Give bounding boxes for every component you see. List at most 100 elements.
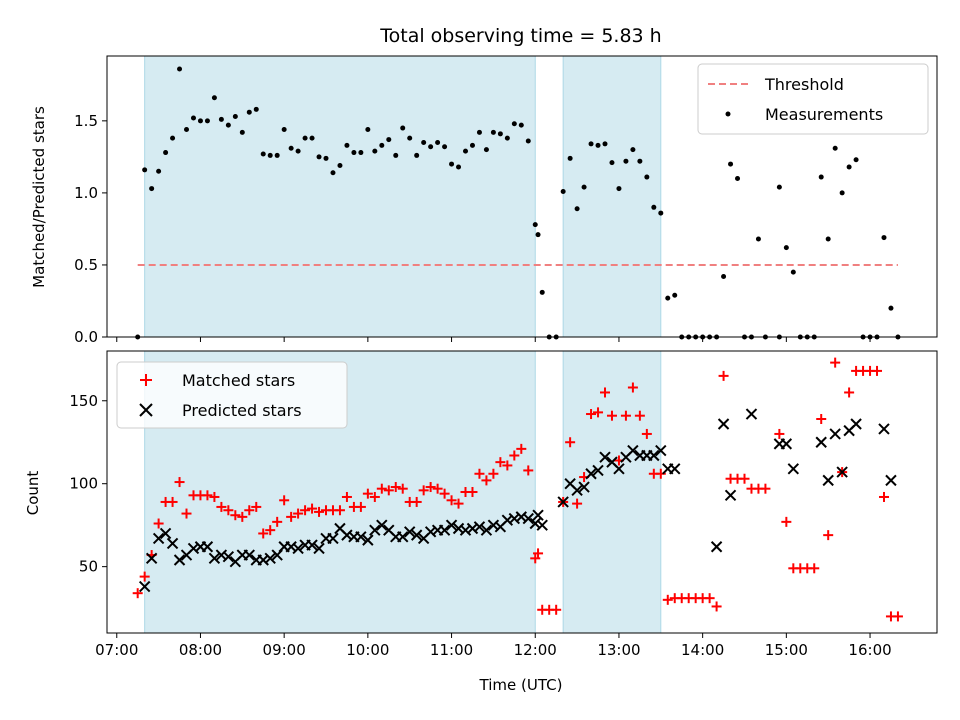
matched-star-point — [432, 483, 443, 494]
matched-star-point — [153, 518, 164, 529]
matched-star-point — [397, 483, 408, 494]
predicted-star-point — [648, 449, 660, 462]
matched-star-point — [488, 468, 499, 479]
measurement-point — [483, 147, 489, 153]
measurement-point — [197, 118, 203, 124]
x-ticks — [116, 337, 871, 342]
predicted-star-point — [159, 527, 172, 540]
measurement-point — [142, 167, 148, 173]
legend-box — [116, 361, 348, 429]
matched-star-point — [551, 604, 562, 615]
measurement-point — [225, 122, 231, 128]
matched-star-point — [816, 414, 827, 425]
legend-matched-swatch — [140, 374, 152, 386]
matched-star-point — [272, 516, 283, 527]
measurement-point — [190, 115, 196, 121]
predicted-star-point — [208, 552, 221, 565]
predicted-star-point — [815, 436, 827, 448]
matched-star-point — [446, 495, 457, 506]
measurement-point — [539, 289, 545, 295]
predicted-star-point — [592, 464, 604, 477]
measurement-point — [672, 292, 678, 298]
matched-star-point — [411, 496, 422, 507]
measurement-point — [407, 135, 413, 141]
measurement-point — [295, 148, 301, 154]
x-tick-label: 10:00 — [346, 641, 389, 659]
matched-star-point — [369, 491, 380, 502]
measurement-point — [218, 116, 224, 122]
matched-star-point — [600, 387, 610, 398]
predicted-star-point — [885, 474, 897, 487]
predicted-star-point — [829, 428, 841, 440]
matched-star-point — [425, 482, 436, 493]
measurement-point — [344, 142, 350, 148]
measurement-point — [302, 135, 308, 141]
matched-star-point — [830, 357, 841, 368]
predicted-star-point — [522, 512, 534, 525]
predicted-star-point — [724, 489, 737, 502]
matched-star-point — [509, 450, 520, 461]
matched-star-point — [314, 506, 325, 517]
matched-star-point — [572, 498, 583, 509]
top-panel: Total observing time = 5.83 h 0.0 0.5 1.0 1… — [30, 25, 938, 346]
measurement-point — [379, 142, 385, 148]
measurement-point — [783, 245, 789, 251]
measurement-point — [232, 114, 238, 120]
bottom-panel: 50 100 150 07:00 08:00 09:00 10:00 11:00 12:00 1… — [24, 350, 938, 694]
matched-star-point — [216, 501, 227, 512]
predicted-star-point — [878, 423, 890, 435]
predicted-star-point — [362, 534, 374, 546]
matched-star-point — [809, 563, 820, 574]
matched-star-point — [439, 488, 450, 499]
measurement-point — [156, 168, 162, 174]
matched-star-point — [760, 483, 771, 494]
matched-star-point — [739, 473, 750, 484]
measurement-point — [267, 152, 273, 158]
measurement-point — [525, 138, 531, 144]
matched-star-point — [502, 460, 513, 471]
measurement-point — [149, 186, 155, 192]
measurement-point — [790, 269, 796, 275]
measurement-point — [414, 152, 420, 158]
measurement-point — [435, 139, 441, 145]
matched-star-point — [774, 428, 785, 439]
matched-star-point — [341, 491, 352, 502]
y-axis-label: Matched/Predicted stars — [30, 106, 48, 288]
measurement-point — [832, 145, 838, 151]
predicted-star-point — [222, 550, 235, 563]
predicted-star-point — [292, 542, 304, 555]
measurement-point — [170, 135, 176, 141]
predicted-star-point — [710, 541, 723, 553]
measurement-point — [735, 175, 741, 181]
predicted-star-point — [445, 519, 458, 531]
predicted-star-point — [327, 532, 339, 545]
matched-star-point — [781, 516, 792, 527]
predicted-star-point — [264, 552, 276, 565]
predicted-star-point — [152, 532, 165, 545]
matched-stars-points — [132, 357, 903, 622]
predicted-star-point — [173, 554, 186, 566]
legend: Matched stars Predicted stars — [116, 361, 348, 429]
matched-star-point — [495, 457, 506, 468]
matched-star-point — [453, 498, 464, 509]
matched-star-point — [174, 477, 185, 488]
measurement-point — [839, 190, 845, 196]
legend-predicted-swatch — [139, 403, 153, 417]
predicted-star-point — [397, 531, 409, 543]
matched-star-point — [593, 407, 604, 418]
measurement-point — [372, 148, 378, 154]
matched-star-point — [565, 437, 576, 448]
predicted-star-point — [201, 541, 214, 553]
measurement-point — [651, 204, 657, 210]
measurement-point — [246, 109, 252, 115]
matched-star-point — [620, 410, 631, 421]
predicted-star-point — [717, 418, 730, 430]
measurement-point — [449, 161, 455, 167]
matched-star-point — [258, 528, 269, 539]
measurement-point — [853, 157, 859, 163]
matched-star-point — [627, 382, 638, 393]
matched-star-point — [244, 505, 255, 516]
matched-star-point — [481, 475, 492, 486]
measurement-point — [658, 210, 664, 216]
legend-measurements-label: Measurements — [765, 105, 883, 124]
